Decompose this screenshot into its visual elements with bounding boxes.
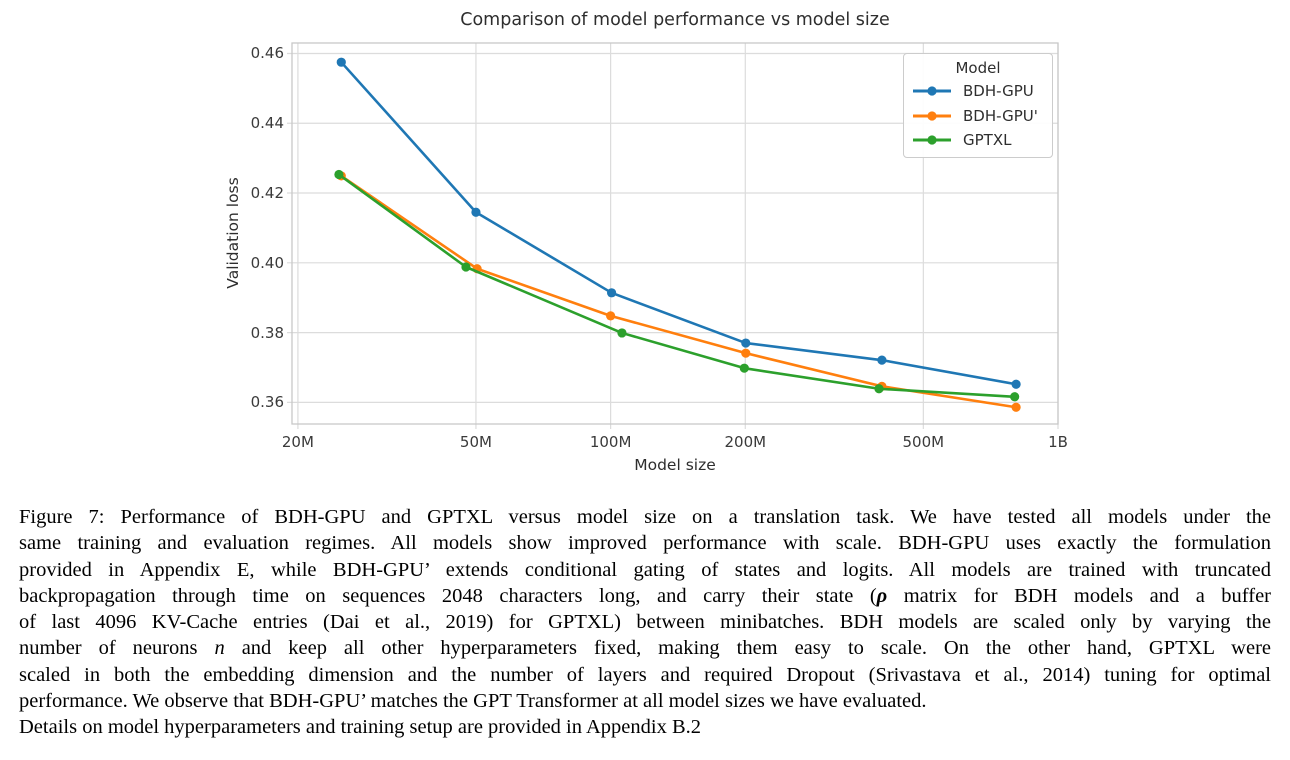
series-line-BDH-GPU' <box>339 174 1018 409</box>
series-line-BDH-GPU <box>339 60 1018 386</box>
legend-title: Model <box>955 59 1001 77</box>
data-point <box>1010 392 1020 402</box>
legend-marker-icon <box>913 86 951 96</box>
caption-line: provided in Appendix E, while BDH-GPU’ e… <box>19 557 1271 583</box>
y-tick-label: 0.44 <box>250 114 284 133</box>
y-tick-label: 0.38 <box>250 323 284 342</box>
legend-marker-icon <box>913 111 951 121</box>
x-tick-label: 50M <box>459 433 492 451</box>
caption-line: same training and evaluation regimes. Al… <box>19 530 1271 556</box>
x-axis-label: Model size <box>634 456 716 474</box>
data-point <box>741 338 751 348</box>
caption-text: Details on model hyperparameters and tra… <box>19 716 702 739</box>
data-point <box>741 348 751 358</box>
caption-text: number of neurons <box>19 637 215 660</box>
legend-entry-BDH-GPU': BDH-GPU' <box>904 104 1052 129</box>
caption-math-symbol: n <box>214 637 225 660</box>
data-point <box>877 355 887 365</box>
caption-text: same training and evaluation regimes. Al… <box>19 532 1271 555</box>
legend: Model BDH-GPU BDH-GPU' GPTXL <box>903 53 1053 158</box>
caption-line: scaled in both the embedding dimension a… <box>19 662 1271 688</box>
caption-line: of last 4096 KV-Cache entries (Dai et al… <box>19 609 1271 635</box>
data-point <box>1011 379 1021 389</box>
data-point <box>606 288 617 298</box>
legend-label: GPTXL <box>963 131 1012 150</box>
figure-chart: Comparison of model performance vs model… <box>224 10 1068 474</box>
y-tick-label: 0.36 <box>250 393 284 412</box>
caption-math-symbol: ρ <box>876 584 888 607</box>
caption-text: matrix for BDH models and a buffer <box>887 584 1271 607</box>
data-point <box>334 169 344 180</box>
caption-text: provided in Appendix E, while BDH-GPU’ e… <box>19 558 1271 581</box>
legend-marker-icon <box>913 135 951 146</box>
legend-entry-BDH-GPU: BDH-GPU <box>904 79 1052 104</box>
data-point <box>739 363 749 373</box>
legend-entries: BDH-GPU BDH-GPU' GPTXL <box>904 79 1052 153</box>
plot-frame <box>291 42 1059 425</box>
series-line-GPTXL <box>337 173 1016 399</box>
data-point <box>336 57 346 67</box>
figure-caption: Figure 7: Performance of BDH-GPU and GPT… <box>19 504 1271 741</box>
x-tick-label: 200M <box>724 433 767 451</box>
legend-entry-GPTXL: GPTXL <box>904 128 1052 153</box>
plot-canvas <box>287 42 1059 429</box>
data-point <box>606 311 616 321</box>
y-tick-label: 0.42 <box>250 184 284 203</box>
x-tick-label: 20M <box>281 433 314 451</box>
caption-text: scaled in both the embedding dimension a… <box>19 663 1271 686</box>
legend-label: BDH-GPU' <box>963 106 1038 125</box>
caption-line: performance. We observe that BDH-GPU’ ma… <box>19 688 1271 714</box>
data-point <box>471 207 481 217</box>
caption-text: of last 4096 KV-Cache entries (Dai et al… <box>19 611 1271 634</box>
caption-line: Details on model hyperparameters and tra… <box>19 714 1271 740</box>
caption-line: number of neurons n and keep all other h… <box>19 635 1271 661</box>
data-point <box>461 262 471 272</box>
caption-text: and keep all other hyperparameters fixed… <box>224 637 1272 660</box>
caption-text: performance. We observe that BDH-GPU’ ma… <box>19 690 927 713</box>
data-point <box>1011 402 1021 412</box>
legend-label: BDH-GPU <box>963 82 1034 101</box>
y-tick-label: 0.40 <box>250 253 284 272</box>
data-point <box>617 328 627 338</box>
caption-line: backpropagation through time on sequence… <box>19 583 1271 609</box>
data-point <box>874 384 884 394</box>
x-tick-label: 100M <box>589 433 632 451</box>
caption-text: backpropagation through time on sequence… <box>19 584 877 607</box>
y-tick-label: 0.46 <box>250 44 284 63</box>
x-tick-label: 500M <box>902 433 945 451</box>
chart-title: Comparison of model performance vs model… <box>460 10 890 30</box>
caption-line: Figure 7: Performance of BDH-GPU and GPT… <box>19 504 1271 530</box>
caption-text: Figure 7: Performance of BDH-GPU and GPT… <box>19 506 1271 528</box>
x-tick-label: 1B <box>1048 433 1068 451</box>
